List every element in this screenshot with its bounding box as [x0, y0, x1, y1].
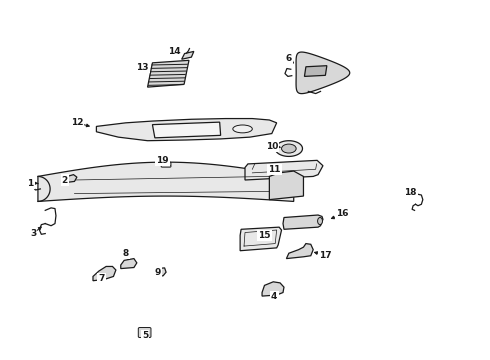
Text: 19: 19 [156, 156, 169, 165]
Polygon shape [182, 51, 194, 59]
Polygon shape [304, 66, 327, 76]
Polygon shape [275, 141, 302, 157]
Text: 7: 7 [98, 274, 104, 283]
Polygon shape [283, 215, 323, 229]
Text: 15: 15 [258, 231, 271, 240]
Polygon shape [154, 268, 166, 277]
Text: 11: 11 [268, 165, 280, 174]
Polygon shape [121, 258, 137, 269]
Polygon shape [93, 266, 116, 281]
Polygon shape [152, 122, 220, 138]
Polygon shape [245, 160, 323, 180]
Text: 2: 2 [62, 176, 68, 185]
Text: 12: 12 [71, 118, 83, 127]
Text: 9: 9 [154, 268, 161, 277]
Polygon shape [240, 227, 282, 251]
Text: 6: 6 [286, 54, 292, 63]
Polygon shape [270, 171, 303, 200]
Text: 4: 4 [271, 292, 277, 301]
Text: 17: 17 [319, 251, 332, 260]
Text: 16: 16 [336, 210, 349, 219]
Polygon shape [66, 175, 77, 182]
Polygon shape [287, 244, 313, 258]
Polygon shape [97, 118, 277, 141]
Text: 8: 8 [122, 249, 129, 258]
Ellipse shape [233, 125, 252, 133]
Ellipse shape [282, 144, 296, 153]
FancyBboxPatch shape [161, 162, 171, 167]
Text: 5: 5 [142, 331, 148, 340]
Text: 10: 10 [266, 141, 278, 150]
Polygon shape [147, 60, 189, 87]
Text: 3: 3 [30, 229, 36, 238]
Polygon shape [38, 162, 294, 202]
Text: 18: 18 [404, 188, 417, 197]
Text: 14: 14 [168, 47, 181, 56]
FancyBboxPatch shape [138, 328, 151, 338]
Polygon shape [262, 282, 284, 296]
Text: 13: 13 [136, 63, 149, 72]
Ellipse shape [318, 217, 322, 225]
Polygon shape [296, 52, 350, 94]
Text: 1: 1 [27, 179, 34, 188]
